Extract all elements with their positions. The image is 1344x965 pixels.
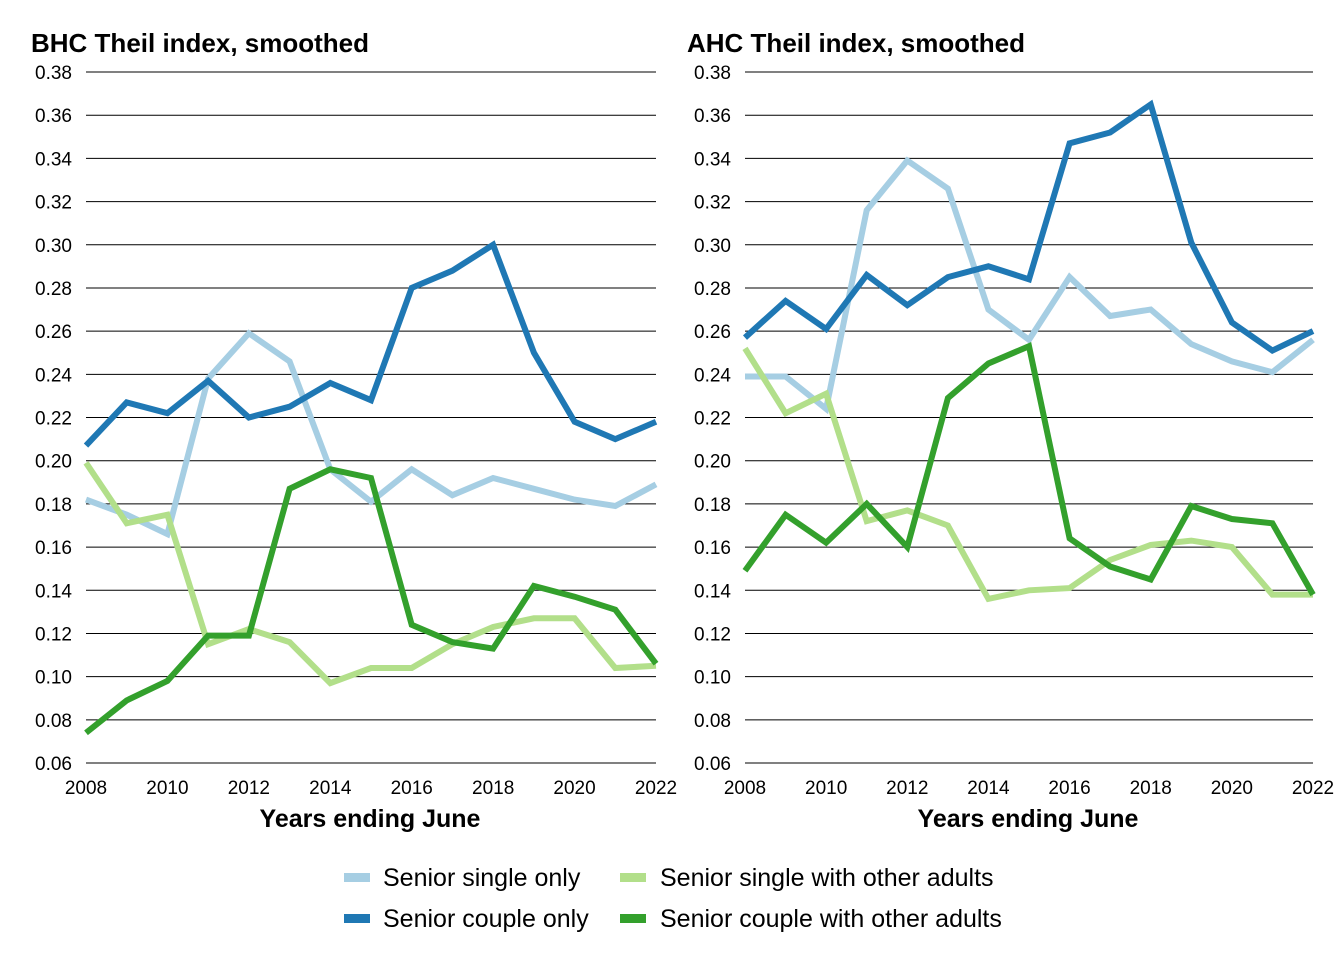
ahc-y-tick-label: 0.12 [694, 624, 731, 645]
bhc-gridlines [86, 71, 656, 764]
ahc-y-tick-label: 0.38 [694, 63, 731, 84]
bhc-y-tick-label: 0.26 [35, 322, 72, 343]
bhc-x-tick-label: 2014 [309, 778, 352, 799]
bhc-y-tick-label: 0.36 [35, 106, 72, 127]
bhc-y-tick-label: 0.12 [35, 624, 72, 645]
ahc-x-tick-label: 2012 [886, 778, 928, 799]
bhc-y-tick-label: 0.34 [35, 149, 72, 170]
bhc-y-tick-label: 0.08 [35, 711, 72, 732]
ahc-y-tick-label: 0.06 [694, 754, 731, 775]
ahc-y-tick-label: 0.08 [694, 711, 731, 732]
bhc-x-tick-label: 2008 [65, 778, 107, 799]
bhc-y-tick-label: 0.16 [35, 538, 72, 559]
bhc-x-tick-label: 2020 [553, 778, 595, 799]
bhc-y-tick-label: 0.14 [35, 581, 72, 602]
ahc-x-tick-label: 2020 [1211, 778, 1253, 799]
ahc-panel: AHC Theil index, smoothed 0.060.080.100.… [687, 28, 1334, 833]
ahc-y-tick-label: 0.36 [694, 106, 731, 127]
bhc-y-tick-label: 0.22 [35, 409, 72, 430]
bhc-y-tick-label: 0.28 [35, 279, 72, 300]
bhc-y-tick-label: 0.24 [35, 365, 72, 386]
ahc-y-tick-label: 0.14 [694, 581, 731, 602]
legend-label: Senior couple only [383, 905, 589, 933]
ahc-x-tick-label: 2016 [1048, 778, 1090, 799]
ahc-x-tick-label: 2018 [1130, 778, 1172, 799]
ahc-series [742, 99, 1316, 603]
ahc-series-senior-single-with-other-adults [742, 346, 1313, 603]
ahc-y-axis: 0.06 0.08 0.10 0.12 0.14 0.16 0.18 0.20 0.22 0.24… [694, 63, 731, 775]
legend-swatch [620, 914, 646, 923]
ahc-series-senior-couple-with-other-adults [742, 342, 1316, 597]
legend-item-senior-couple-with-other-adults: Senior couple with other adults [620, 905, 1002, 933]
ahc-chart-title: AHC Theil index, smoothed [687, 28, 1025, 58]
bhc-y-tick-label: 0.10 [35, 668, 72, 689]
ahc-y-tick-label: 0.10 [694, 668, 731, 689]
ahc-x-axis-title: Years ending June [918, 805, 1139, 833]
ahc-y-tick-label: 0.32 [694, 193, 731, 214]
ahc-y-tick-label: 0.34 [694, 149, 731, 170]
bhc-series-senior-single-only [84, 329, 658, 539]
ahc-x-tick-label: 2022 [1292, 778, 1334, 799]
bhc-panel: BHC Theil index, smoothed 0.060.080.100.… [31, 28, 677, 833]
ahc-y-tick-label: 0.18 [694, 495, 731, 516]
bhc-x-tick-label: 2018 [472, 778, 514, 799]
ahc-series-senior-couple-only [742, 99, 1315, 355]
bhc-y-axis: 0.06 0.08 0.10 0.12 0.14 0.16 0.18 0.20 0.22 0.24… [35, 63, 72, 775]
legend-label: Senior couple with other adults [660, 905, 1002, 933]
bhc-series-senior-couple-with-other-adults [84, 466, 659, 736]
legend-label: Senior single only [383, 864, 581, 892]
legend-item-senior-single-with-other-adults: Senior single with other adults [620, 864, 994, 892]
legend-item-senior-couple-only: Senior couple only [344, 905, 589, 933]
bhc-series [83, 240, 659, 736]
bhc-y-tick-label: 0.18 [35, 495, 72, 516]
legend-label: Senior single with other adults [660, 864, 994, 892]
ahc-y-tick-label: 0.26 [694, 322, 731, 343]
ahc-x-tick-label: 2010 [805, 778, 847, 799]
bhc-y-tick-label: 0.30 [35, 236, 72, 257]
bhc-y-tick-label: 0.38 [35, 63, 72, 84]
bhc-x-tick-label: 2012 [228, 778, 270, 799]
legend-swatch [344, 873, 370, 882]
bhc-x-tick-label: 2016 [391, 778, 433, 799]
bhc-x-axis: 2008 2010 2012 2014 2016 2018 2020 2022 [65, 778, 677, 799]
bhc-series-senior-single-with-other-adults [83, 461, 657, 687]
ahc-series-senior-single-only [745, 156, 1315, 415]
bhc-y-tick-label: 0.32 [35, 193, 72, 214]
bhc-y-tick-label: 0.06 [35, 754, 72, 775]
bhc-x-tick-label: 2010 [146, 778, 188, 799]
ahc-y-tick-label: 0.20 [694, 452, 731, 473]
ahc-y-tick-label: 0.22 [694, 409, 731, 430]
bhc-series-senior-couple-only [83, 240, 658, 448]
legend: Senior single only Senior single with ot… [344, 864, 1002, 933]
legend-item-senior-single-only: Senior single only [344, 864, 581, 892]
legend-swatch [620, 873, 646, 882]
ahc-y-tick-label: 0.16 [694, 538, 731, 559]
ahc-y-tick-label: 0.24 [694, 365, 731, 386]
ahc-x-axis: 2008 2010 2012 2014 2016 2018 2020 2022 [724, 778, 1334, 799]
bhc-y-tick-label: 0.20 [35, 452, 72, 473]
ahc-gridlines [745, 71, 1313, 764]
ahc-y-tick-label: 0.30 [694, 236, 731, 257]
legend-swatch [344, 914, 370, 923]
ahc-x-tick-label: 2008 [724, 778, 766, 799]
bhc-x-axis-title: Years ending June [260, 805, 481, 833]
bhc-chart-title: BHC Theil index, smoothed [31, 28, 369, 58]
ahc-y-tick-label: 0.28 [694, 279, 731, 300]
ahc-x-tick-label: 2014 [967, 778, 1010, 799]
bhc-x-tick-label: 2022 [635, 778, 677, 799]
